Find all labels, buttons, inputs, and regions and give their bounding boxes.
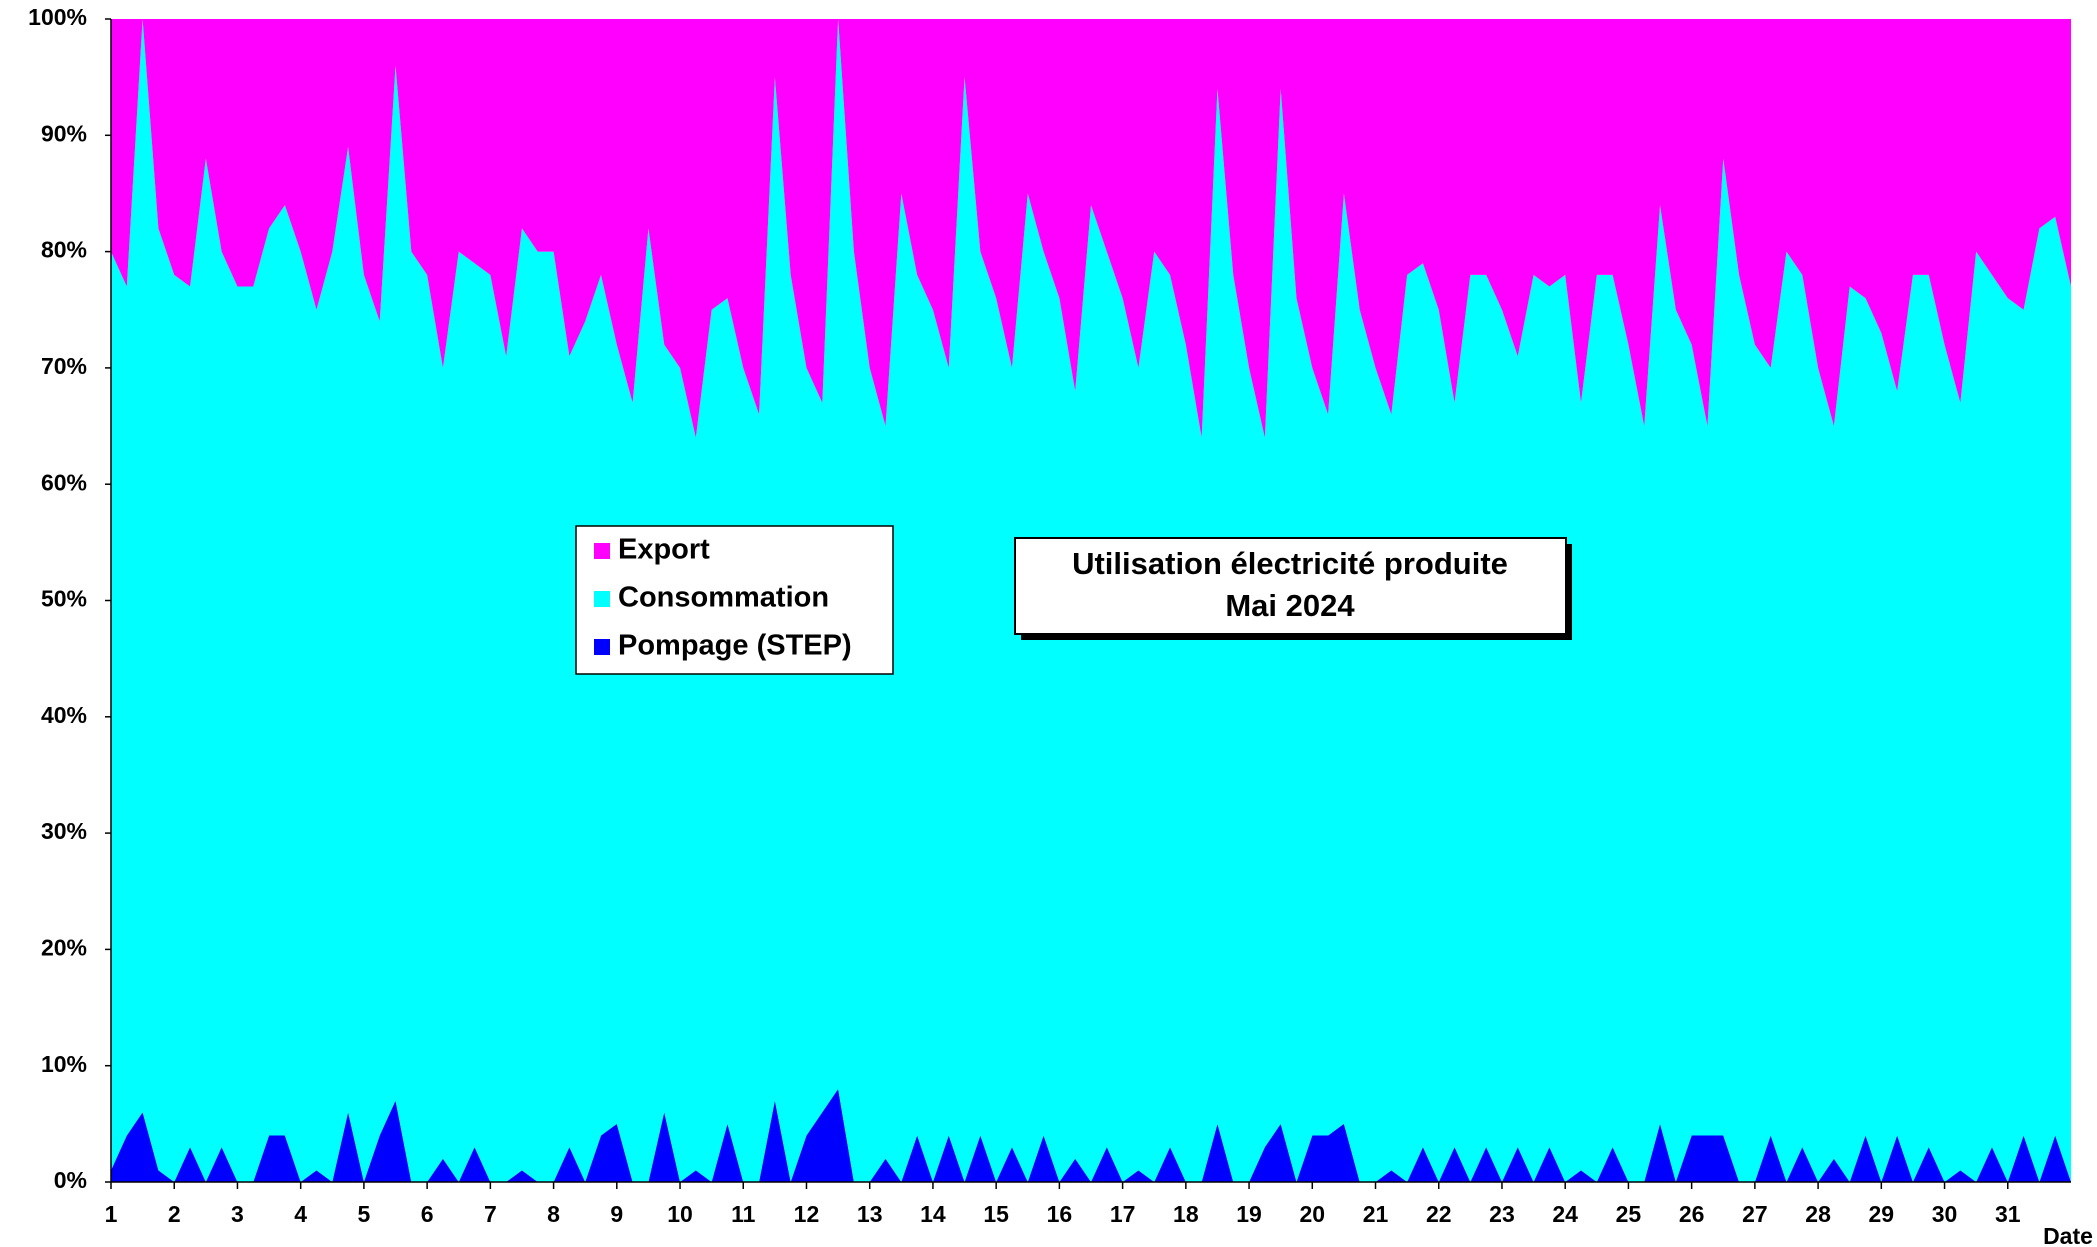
- area: [111, 1088, 2071, 1182]
- legend-label: Pompage (STEP): [618, 630, 852, 662]
- x-tick-label: 31: [1995, 1201, 2021, 1227]
- legend-swatch: [594, 543, 610, 559]
- x-tick-label: 23: [1489, 1201, 1515, 1227]
- x-tick-label: 30: [1932, 1201, 1958, 1227]
- y-tick-label: 90%: [41, 120, 87, 146]
- legend-swatch: [594, 639, 610, 655]
- x-tick-label: 7: [484, 1201, 497, 1227]
- x-tick-label: 17: [1110, 1201, 1136, 1227]
- x-tick-label: 27: [1742, 1201, 1768, 1227]
- axes: 0%10%20%30%40%50%60%70%80%90%100%1 2 3 4 5 6 7…: [28, 4, 2071, 1227]
- x-tick-label: 9: [610, 1201, 623, 1227]
- x-tick-label: 12: [794, 1201, 820, 1227]
- x-axis-label: Date: [2043, 1223, 2093, 1247]
- y-tick-label: 0%: [54, 1167, 87, 1193]
- legend-box: [575, 525, 894, 675]
- x-tick-label: 26: [1679, 1201, 1705, 1227]
- x-tick-label: 8: [547, 1201, 560, 1227]
- x-tick-label: 20: [1299, 1201, 1325, 1227]
- title-box: Utilisation électricité produite Mai 202…: [1014, 537, 1572, 640]
- chart-title: Utilisation électricité produite: [1072, 546, 1508, 581]
- x-tick-label: 14: [920, 1201, 946, 1227]
- x-tick-label: 24: [1552, 1201, 1578, 1227]
- x-tick-label: 1: [105, 1201, 118, 1227]
- x-tick-label: 15: [983, 1201, 1009, 1227]
- x-tick-label: 13: [857, 1201, 883, 1227]
- x-tick-label: 18: [1173, 1201, 1199, 1227]
- y-tick-label: 80%: [41, 237, 87, 263]
- y-tick-label: 70%: [41, 353, 87, 379]
- x-tick-label: 22: [1426, 1201, 1452, 1227]
- x-tick-label: 28: [1805, 1201, 1831, 1227]
- legend-swatch: [594, 591, 610, 607]
- x-tick-label: 19: [1236, 1201, 1262, 1227]
- x-tick-label: 5: [358, 1201, 371, 1227]
- y-tick-label: 20%: [41, 934, 87, 960]
- x-tick-label: 25: [1616, 1201, 1642, 1227]
- y-tick-label: 60%: [41, 469, 87, 495]
- x-tick-label: 11: [731, 1201, 756, 1227]
- x-tick-label: 2: [168, 1201, 181, 1227]
- y-tick-label: 100%: [28, 4, 87, 30]
- x-tick-label: 6: [421, 1201, 434, 1227]
- x-tick-label: 4: [294, 1201, 307, 1227]
- area: [111, 19, 2071, 438]
- legend-label: Export: [618, 534, 710, 566]
- x-tick-label: 21: [1363, 1201, 1389, 1227]
- x-tick-label: 10: [667, 1201, 693, 1227]
- y-tick-label: 10%: [41, 1051, 87, 1077]
- y-tick-label: 30%: [41, 818, 87, 844]
- x-tick-label: 3: [231, 1201, 244, 1227]
- chart-subtitle: Mai 2024: [1225, 588, 1355, 623]
- x-tick-label: 29: [1869, 1201, 1895, 1227]
- x-tick-label: 16: [1047, 1201, 1073, 1227]
- legend-label: Consommation: [618, 582, 829, 614]
- title-frame: [1014, 537, 1567, 635]
- legend: Export Consommation Pompage (STEP): [575, 525, 894, 675]
- y-tick-label: 50%: [41, 586, 87, 612]
- y-tick-label: 40%: [41, 702, 87, 728]
